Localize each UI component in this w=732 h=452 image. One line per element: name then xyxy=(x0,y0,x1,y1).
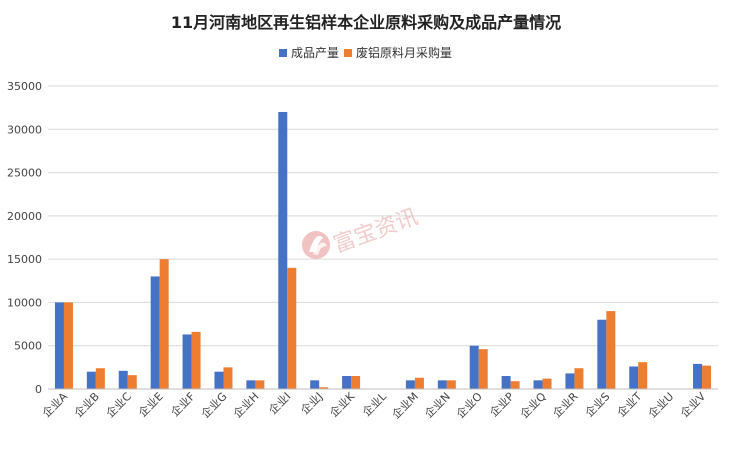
x-category-label: 企业H xyxy=(230,389,261,420)
x-category-label: 企业O xyxy=(453,389,485,421)
x-category-label: 企业A xyxy=(39,389,70,420)
x-category-label: 企业M xyxy=(389,389,421,421)
y-tick-label: 15000 xyxy=(7,253,42,266)
watermark: 富宝资讯 xyxy=(302,205,421,259)
bar-production xyxy=(342,376,352,389)
bar-production xyxy=(597,319,607,389)
bar-production xyxy=(278,111,288,389)
bar-production xyxy=(629,366,639,389)
bar-purchase xyxy=(191,331,201,389)
x-category-label: 企业J xyxy=(298,389,326,417)
bar-purchase xyxy=(510,381,520,389)
x-axis-categories: 企业A 企业B 企业C 企业E 企业F 企业G 企业H 企业I 企业J 企业K 企业L 企业M 企业N 企… xyxy=(39,389,708,422)
bar-purchase xyxy=(414,377,424,389)
bar-purchase xyxy=(351,376,361,389)
bar-production xyxy=(54,302,64,389)
x-category-label: 企业N xyxy=(422,389,453,420)
x-category-label: 企业U xyxy=(645,389,676,420)
bar-production xyxy=(150,276,160,389)
bar-purchase xyxy=(702,365,712,389)
x-category-label: 企业F xyxy=(168,389,198,419)
bar-purchase xyxy=(223,367,233,389)
bar-purchase xyxy=(287,267,297,389)
bar-production xyxy=(565,373,575,389)
bar-purchase xyxy=(638,362,648,389)
bar-purchase xyxy=(319,387,329,389)
x-category-label: 企业G xyxy=(198,389,229,420)
legend-swatch-purchase xyxy=(344,49,352,57)
x-category-label: 企业V xyxy=(677,389,708,420)
bar-purchase xyxy=(255,380,265,389)
y-tick-label: 5000 xyxy=(14,340,42,353)
legend-label-production: 成品产量 xyxy=(291,46,339,60)
bar-production xyxy=(405,380,415,389)
bar-purchase xyxy=(446,380,456,389)
bar-purchase xyxy=(542,378,552,389)
legend-swatch-production xyxy=(279,49,287,57)
y-axis-ticks: 0 5000 10000 15000 20000 25000 30000 35000 xyxy=(7,80,42,396)
y-tick-label: 0 xyxy=(35,383,42,396)
bar-purchase xyxy=(606,311,616,389)
bar-production xyxy=(182,334,192,389)
bar-production xyxy=(437,380,447,389)
x-category-label: 企业P xyxy=(487,389,517,419)
y-tick-label: 20000 xyxy=(7,210,42,223)
bar-production xyxy=(693,363,703,389)
bar-production xyxy=(469,345,479,389)
bar-purchase xyxy=(63,302,73,389)
y-tick-label: 30000 xyxy=(7,123,42,136)
legend: 成品产量 废铝原料月采购量 xyxy=(279,45,452,60)
bar-purchase xyxy=(159,259,169,389)
bar-production xyxy=(533,380,543,389)
x-category-label: 企业K xyxy=(327,389,358,420)
x-category-label: 企业R xyxy=(550,389,581,420)
bar-production xyxy=(118,370,128,389)
x-category-label: 企业L xyxy=(359,389,389,419)
watermark-logo-icon xyxy=(302,231,330,259)
bars xyxy=(54,111,712,389)
watermark-text: 富宝资讯 xyxy=(330,205,421,259)
x-category-label: 企业I xyxy=(266,389,294,417)
legend-label-purchase: 废铝原料月采购量 xyxy=(356,45,452,60)
bar-production xyxy=(246,380,256,389)
bar-purchase xyxy=(95,368,105,389)
x-category-label: 企业B xyxy=(71,389,102,420)
bar-production xyxy=(310,380,320,389)
y-tick-label: 10000 xyxy=(7,296,42,309)
x-category-label: 企业E xyxy=(135,389,165,419)
x-category-label: 企业Q xyxy=(517,389,549,421)
bar-purchase xyxy=(574,368,584,389)
bar-purchase xyxy=(127,375,137,389)
x-category-label: 企业T xyxy=(614,389,644,419)
chart-title: 11月河南地区再生铝样本企业原料采购及成品产量情况 xyxy=(171,13,561,32)
bar-production xyxy=(214,371,224,389)
x-category-label: 企业C xyxy=(103,389,134,420)
bar-production xyxy=(501,376,511,389)
bar-purchase xyxy=(478,349,488,389)
y-tick-label: 35000 xyxy=(7,80,42,93)
bar-production xyxy=(86,371,96,389)
x-category-label: 企业S xyxy=(582,389,612,419)
y-tick-label: 25000 xyxy=(7,167,42,180)
